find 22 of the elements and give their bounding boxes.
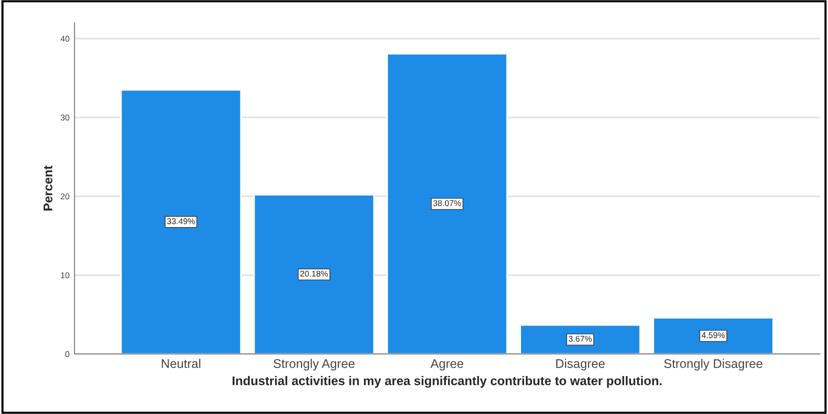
data-label: 33.49% <box>167 218 195 224</box>
x-tick-label: Neutral <box>162 358 200 368</box>
y-tick-label: 30 <box>60 114 70 120</box>
bar <box>120 89 242 354</box>
y-tick-label: 20 <box>60 193 70 200</box>
data-label: 4.59% <box>702 332 725 338</box>
bar <box>652 317 774 354</box>
x-axis-title: Industrial activities in my area significantly contribute to water pollution. <box>232 376 662 388</box>
bar <box>253 194 375 354</box>
x-tick-label: Disagree <box>556 358 605 370</box>
x-tick-label: Strongly Disagree <box>664 358 762 370</box>
y-tick-label: 40 <box>60 36 70 42</box>
x-tick-label: Strongly Agree <box>274 358 354 370</box>
data-label: 3.67% <box>568 336 592 342</box>
x-tick-label: Agree <box>430 359 464 370</box>
bar <box>520 324 641 354</box>
data-label: 20.18% <box>300 270 328 277</box>
data-label: 38.07% <box>433 200 461 206</box>
y-axis-title: Percent <box>44 166 52 210</box>
y-tick-label: 10 <box>61 272 70 278</box>
bar <box>386 53 508 354</box>
y-tick-label: 0 <box>65 351 70 358</box>
